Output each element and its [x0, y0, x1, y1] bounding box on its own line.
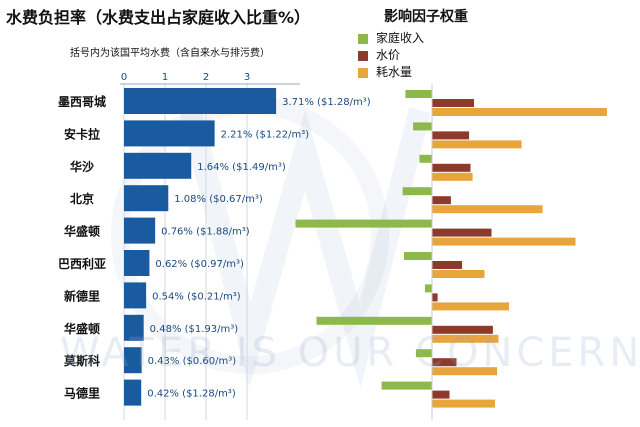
price-weight-bar: [432, 325, 493, 334]
burden-bar: [124, 185, 169, 212]
consumption-weight-bar: [432, 270, 485, 278]
data-label: 2.21% ($1.22/m³): [221, 129, 310, 140]
x-tick-label: 2: [203, 72, 209, 83]
x-tick-label: 3: [244, 72, 250, 83]
consumption-weight-bar: [432, 302, 509, 311]
legend-swatch-price: [358, 50, 368, 61]
data-label: 0.62% ($0.97/m³): [155, 259, 244, 270]
data-label: 1.08% ($0.67/m³): [174, 194, 263, 205]
burden-bar: [124, 282, 147, 309]
consumption-weight-bar: [432, 140, 522, 149]
price-weight-bar: [432, 390, 450, 399]
chart-title: 水费负担率（水费支出占家庭收入比重%）: [6, 8, 311, 27]
watermark-shape: [179, 107, 431, 388]
category-label: 墨西哥城: [58, 94, 106, 109]
burden-bar: [124, 347, 142, 374]
legend-swatch-income: [358, 33, 368, 44]
x-tick-label: 1: [162, 72, 168, 83]
income-weight-bar: [415, 349, 432, 358]
legend-item-income: 家庭收入: [358, 30, 424, 47]
legend-item-price: 水价: [358, 47, 424, 64]
price-weight-bar: [432, 163, 471, 172]
income-weight-bar: [402, 187, 432, 196]
legend: 家庭收入 水价 耗水量: [358, 30, 424, 81]
legend-swatch-consumption: [358, 67, 368, 78]
x-tick-label: 0: [121, 72, 127, 83]
consumption-weight-bar: [432, 172, 473, 181]
income-weight-bar: [316, 316, 432, 325]
legend-label-consumption: 耗水量: [376, 65, 413, 79]
category-label: 莫斯科: [64, 353, 100, 368]
income-weight-bar: [381, 381, 432, 390]
category-label: 华盛顿: [64, 321, 100, 336]
burden-bar: [124, 314, 144, 341]
data-label: 0.76% ($1.88/m³): [161, 227, 250, 238]
legend-item-consumption: 耗水量: [358, 64, 424, 81]
consumption-weight-bar: [432, 399, 495, 408]
price-weight-bar: [432, 196, 451, 205]
legend-label-price: 水价: [376, 48, 401, 62]
income-weight-bar: [404, 252, 432, 260]
income-weight-bar: [405, 90, 432, 98]
data-label: 0.54% ($0.21/m³): [152, 291, 241, 302]
data-label: 0.48% ($1.93/m³): [150, 324, 239, 335]
income-weight-bar: [295, 219, 432, 228]
consumption-weight-bar: [432, 108, 607, 116]
income-weight-bar: [413, 122, 432, 131]
consumption-weight-bar: [432, 205, 543, 214]
burden-bar: [124, 152, 192, 179]
burden-bar: [124, 250, 150, 276]
consumption-weight-bar: [432, 334, 499, 343]
burden-bar: [124, 217, 156, 244]
category-label: 北京: [70, 191, 94, 206]
category-label: 新德里: [64, 288, 100, 303]
legend-label-income: 家庭收入: [376, 31, 425, 45]
income-weight-bar: [425, 284, 432, 293]
price-weight-bar: [432, 358, 457, 367]
category-label: 华盛顿: [64, 224, 100, 239]
chart-subtitle: 括号内为该国平均水费（含自来水与排污费）: [70, 48, 270, 59]
data-label: 0.43% ($0.60/m³): [148, 356, 237, 367]
consumption-weight-bar: [432, 367, 498, 376]
data-label: 3.71% ($1.28/m³): [282, 97, 371, 108]
category-label: 安卡拉: [64, 126, 100, 141]
burden-bar: [124, 88, 277, 114]
price-weight-bar: [432, 99, 474, 107]
data-label: 0.42% ($1.28/m³): [147, 389, 236, 400]
category-label: 巴西利亚: [58, 256, 106, 271]
data-label: 1.64% ($1.49/m³): [197, 162, 286, 173]
income-weight-bar: [419, 154, 432, 163]
price-weight-bar: [432, 261, 463, 269]
price-weight-bar: [432, 293, 438, 302]
category-label: 马德里: [64, 386, 100, 401]
price-weight-bar: [432, 131, 470, 140]
category-label: 华沙: [70, 159, 94, 174]
burden-bar: [124, 120, 215, 147]
weights-title: 影响因子权重: [384, 9, 468, 25]
consumption-weight-bar: [432, 237, 576, 246]
burden-bar: [124, 379, 142, 406]
price-weight-bar: [432, 228, 492, 237]
